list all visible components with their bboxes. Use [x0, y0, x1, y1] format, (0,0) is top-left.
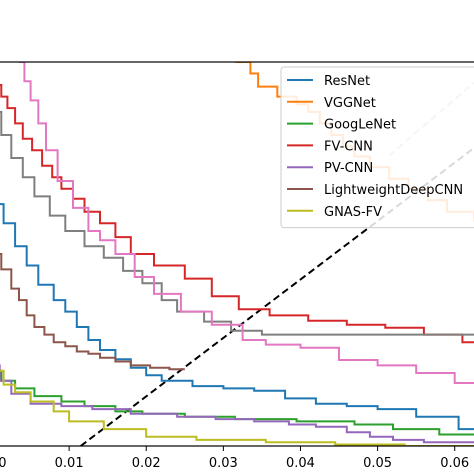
- x-tick-label: 0.00: [0, 456, 6, 471]
- x-tick-label: 0.06: [440, 456, 469, 471]
- x-tick-label: 0.01: [55, 456, 84, 471]
- series-line-googlenet: [0, 369, 474, 436]
- series-line-fv-cnn: [0, 84, 474, 344]
- legend-label-googlenet: GoogLeNet: [324, 118, 396, 133]
- x-tick-label: 0.04: [286, 456, 315, 471]
- x-tick-label: 0.03: [209, 456, 238, 471]
- legend-label-gnas-fv: GNAS-FV: [324, 205, 382, 220]
- x-axis: 0.00 0.01 0.02 0.03 0.04 0.05 0.06: [0, 446, 469, 471]
- legend-label-lightweightdeepcnn: LightweightDeepCNN: [324, 183, 463, 198]
- series-line-lightweightdeepcnn: [0, 253, 185, 371]
- x-tick-label: 0.02: [132, 456, 161, 471]
- series-line-unlabeled-8: [19, 62, 474, 384]
- series-line-unlabeled-7: [0, 110, 474, 336]
- legend-label-pv-cnn: PV-CNN: [324, 161, 373, 176]
- series-line-gnas-fv: [0, 369, 474, 446]
- plot-frame: [0, 61, 474, 447]
- series-lines: [0, 62, 474, 446]
- legend-label-fv-cnn: FV-CNN: [324, 139, 373, 154]
- series-line-pv-cnn: [0, 364, 474, 444]
- legend-label-resnet: ResNet: [324, 74, 370, 89]
- series-line-resnet: [0, 203, 474, 431]
- legend-box: [280, 66, 474, 229]
- x-tick-label: 0.05: [363, 456, 392, 471]
- legend: ResNet VGGNet GoogLeNet FV-CNN PV-CNN Lightwe…: [280, 66, 474, 229]
- legend-label-vggnet: VGGNet: [324, 96, 376, 111]
